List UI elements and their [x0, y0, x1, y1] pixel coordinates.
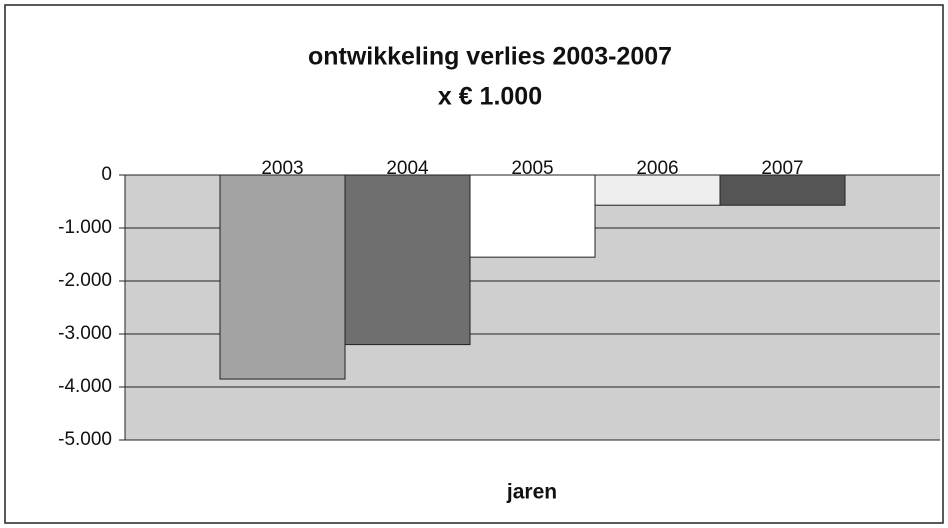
y-tick-label: -5.000: [58, 429, 112, 450]
x-tick-label: 2007: [761, 158, 803, 179]
x-tick-label: 2003: [261, 158, 303, 179]
x-tick-label: 2004: [386, 158, 429, 179]
y-tick-label: 0: [101, 164, 112, 185]
x-tick-label: 2006: [636, 158, 678, 179]
chart-subtitle: x € 1.000: [438, 83, 542, 111]
bar: [469, 174, 596, 258]
x-tick-label: 2005: [511, 158, 553, 179]
chart-title: ontwikkeling verlies 2003-2007: [308, 43, 672, 71]
bar: [219, 174, 346, 380]
bar: [719, 174, 846, 206]
bar: [594, 174, 721, 206]
bar: [344, 174, 471, 346]
y-tick-label: -4.000: [58, 376, 112, 397]
y-tick-label: -3.000: [58, 323, 112, 344]
y-tick-label: -2.000: [58, 270, 112, 291]
x-axis-label: jaren: [506, 481, 557, 504]
y-tick-label: -1.000: [58, 217, 112, 238]
